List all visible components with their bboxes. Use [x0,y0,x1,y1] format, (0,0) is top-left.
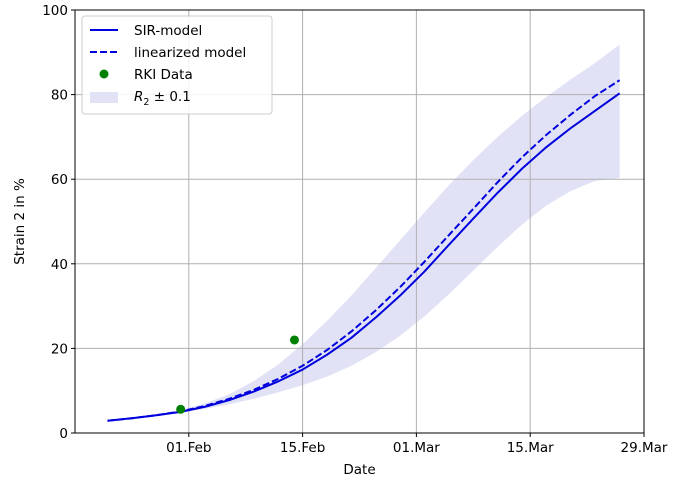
x-tick-label: 29.Mar [621,440,668,456]
y-tick-label: 60 [51,172,68,188]
linearized-model-line [107,79,621,422]
y-tick-label: 0 [59,426,68,442]
y-tick-label: 100 [42,3,68,19]
series-layer [107,79,621,422]
y-tick-label: 80 [51,88,68,104]
legend-linearized-label: linearized model [134,45,246,61]
legend-band-label-rest: ± 0.1 [149,89,190,105]
rki-data-point [176,404,186,414]
y-tick-label: 20 [51,341,68,357]
y-axis-label: Strain 2 in % [12,178,28,265]
confidence-band [131,44,620,419]
x-tick-label: 01.Feb [166,440,211,456]
legend-rki-label: RKI Data [134,67,193,83]
confidence-band-layer [131,44,620,419]
rki-data-point [289,335,299,345]
legend-rki-swatch [99,69,109,79]
legend-band-swatch [90,92,118,103]
y-tick-label: 40 [51,257,68,273]
x-axis-label: Date [343,462,375,478]
legend-band-label-sub: 2 [143,97,149,108]
tick-layer: 0 20 40 60 80 100 01.Feb 15.Feb 01.Mar 15.Mar 29.M… [42,3,668,456]
legend-band-label-main: R [134,89,143,105]
legend-box [81,15,273,115]
legend: SIR-model linearized model RKI Data R2 ±… [81,15,273,115]
plot-frame [74,9,645,434]
x-tick-label: 15.Feb [280,440,325,456]
x-tick-label: 15.Mar [507,440,554,456]
legend-band-label: R2 ± 0.1 [134,89,191,108]
x-tick-label: 01.Mar [393,440,440,456]
legend-sir-label: SIR-model [134,23,202,39]
